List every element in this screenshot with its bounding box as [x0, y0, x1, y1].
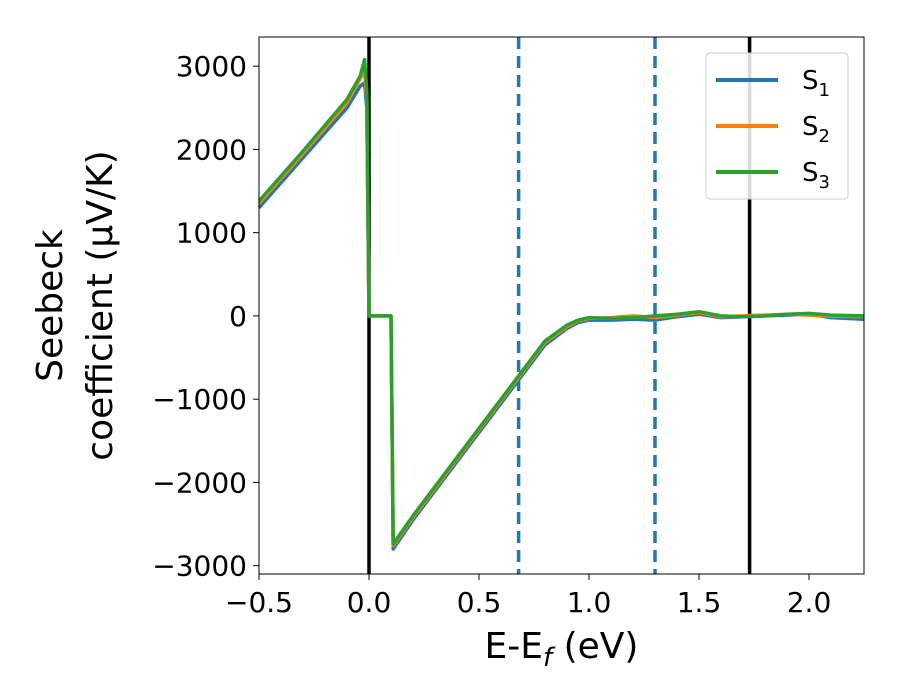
y-axis-label: Seebeck coefficient (μV/K)	[30, 150, 121, 460]
y-axis-label-line1: Seebeck	[30, 229, 71, 382]
x-axis-ticks: −0.5 0.0 0.5 1.0 1.5 2.0	[225, 574, 831, 619]
x-axis-label: E-Ef (eV)	[485, 626, 639, 673]
y-tick-label: 1000	[176, 217, 247, 250]
y-tick-label: −2000	[152, 466, 247, 499]
y-tick-label: 0	[229, 300, 247, 333]
y-axis-ticks: −3000 −2000 −1000 0 1000 2000 3000	[152, 50, 259, 583]
y-tick-label: −3000	[152, 550, 247, 583]
series-line-s3	[257, 57, 865, 546]
legend-label-s3: S3	[802, 158, 830, 193]
x-tick-label: 2.0	[787, 586, 832, 619]
y-axis-label-line2: coefficient (μV/K)	[80, 150, 121, 460]
legend: S1 S2 S3	[705, 52, 849, 200]
plot-frame	[258, 36, 865, 575]
x-tick-label: 0.0	[347, 586, 392, 619]
reference-lines	[367, 37, 752, 574]
x-tick-label: 1.5	[677, 586, 722, 619]
x-tick-label: −0.5	[225, 586, 293, 619]
y-tick-label: −1000	[152, 383, 247, 416]
x-tick-label: 1.0	[567, 586, 612, 619]
series-lines	[257, 57, 865, 551]
y-tick-label: 3000	[176, 50, 247, 83]
legend-label-s1: S1	[802, 66, 830, 101]
x-tick-label: 0.5	[457, 586, 502, 619]
legend-label-s2: S2	[802, 112, 830, 147]
y-tick-label: 2000	[176, 133, 247, 166]
